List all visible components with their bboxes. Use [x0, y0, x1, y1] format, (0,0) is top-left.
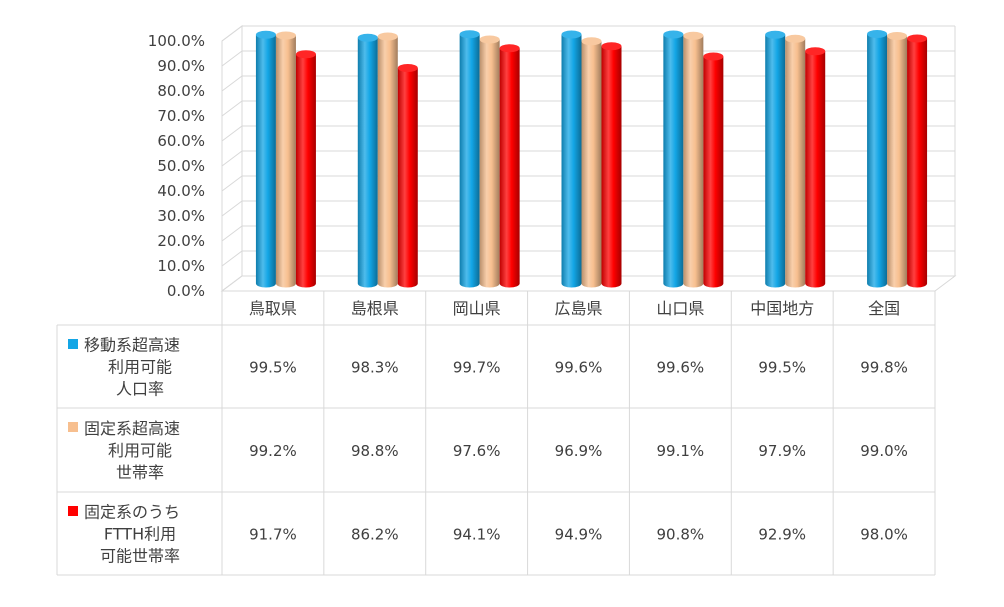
x-category-label: 山口県 — [656, 299, 704, 318]
data-label: 99.6% — [555, 359, 603, 377]
y-tick-label: 50.0% — [157, 157, 205, 175]
data-label: 97.6% — [453, 442, 501, 460]
bar — [581, 37, 602, 288]
legend-label: 世帯率 — [116, 463, 164, 482]
bar — [357, 33, 378, 288]
bar — [397, 64, 418, 288]
bar — [887, 32, 908, 288]
data-label: 86.2% — [351, 526, 399, 544]
data-label: 99.0% — [860, 442, 908, 460]
data-label: 99.2% — [249, 442, 297, 460]
bar — [601, 42, 622, 288]
x-category-label: 広島県 — [554, 299, 602, 318]
legend-label: 利用可能 — [108, 441, 172, 460]
bar — [255, 30, 276, 288]
legend-key — [68, 506, 78, 516]
legend-label: 人口率 — [116, 380, 164, 399]
gridline — [221, 25, 955, 42]
y-axis-ticks: 0.0% 10.0% 20.0% 30.0% 40.0% 50.0% 60.0% 70.0% 8… — [148, 32, 205, 300]
data-label: 97.9% — [758, 442, 806, 460]
data-label: 98.3% — [351, 359, 399, 377]
bar — [785, 34, 806, 288]
data-label: 94.9% — [555, 526, 603, 544]
data-label: 94.1% — [453, 526, 501, 544]
data-label: 99.1% — [657, 442, 705, 460]
bar — [479, 35, 500, 288]
y-tick-label: 80.0% — [157, 82, 205, 100]
x-category-label: 鳥取県 — [249, 299, 297, 318]
data-label: 92.9% — [758, 526, 806, 544]
bar — [765, 30, 786, 288]
legend-label: 固定系のうち — [84, 503, 180, 522]
gridline — [221, 50, 955, 67]
x-category-label: 中国地方 — [750, 299, 814, 318]
bar — [805, 47, 826, 288]
data-label: 99.7% — [453, 359, 501, 377]
bar — [561, 30, 582, 288]
bar — [663, 30, 684, 288]
legend-label: 可能世帯率 — [100, 547, 180, 566]
legend-label: 利用可能 — [108, 358, 172, 377]
y-tick-label: 20.0% — [157, 232, 205, 250]
legend-label: 固定系超高速 — [84, 419, 180, 438]
x-category-label: 岡山県 — [453, 299, 501, 318]
data-label: 99.5% — [758, 359, 806, 377]
data-label: 99.6% — [657, 359, 705, 377]
y-tick-label: 0.0% — [167, 282, 205, 300]
data-label: 98.8% — [351, 442, 399, 460]
bar — [867, 30, 888, 288]
data-label: 96.9% — [555, 442, 603, 460]
bar — [907, 34, 928, 288]
bar — [499, 44, 520, 288]
data-label: 99.8% — [860, 359, 908, 377]
bar — [703, 52, 724, 288]
y-tick-label: 40.0% — [157, 182, 205, 200]
y-tick-label: 100.0% — [148, 32, 205, 50]
data-label: 99.5% — [249, 359, 297, 377]
y-tick-label: 90.0% — [157, 57, 205, 75]
y-tick-label: 70.0% — [157, 107, 205, 125]
data-label: 91.7% — [249, 526, 297, 544]
bar — [295, 50, 316, 288]
legend-label: 移動系超高速 — [84, 336, 180, 355]
legend-label: FTTH利用 — [104, 525, 176, 544]
bar — [377, 32, 398, 288]
data-label: 98.0% — [860, 526, 908, 544]
y-tick-label: 10.0% — [157, 257, 205, 275]
legend-key — [68, 422, 78, 432]
bar — [683, 31, 704, 288]
legend-key — [68, 339, 78, 349]
x-category-label: 島根県 — [351, 299, 399, 318]
bar — [459, 30, 480, 288]
data-label: 90.8% — [657, 526, 705, 544]
bars — [255, 30, 928, 288]
bar — [275, 31, 296, 288]
y-tick-label: 30.0% — [157, 207, 205, 225]
y-tick-label: 60.0% — [157, 132, 205, 150]
x-category-label: 全国 — [868, 299, 900, 318]
